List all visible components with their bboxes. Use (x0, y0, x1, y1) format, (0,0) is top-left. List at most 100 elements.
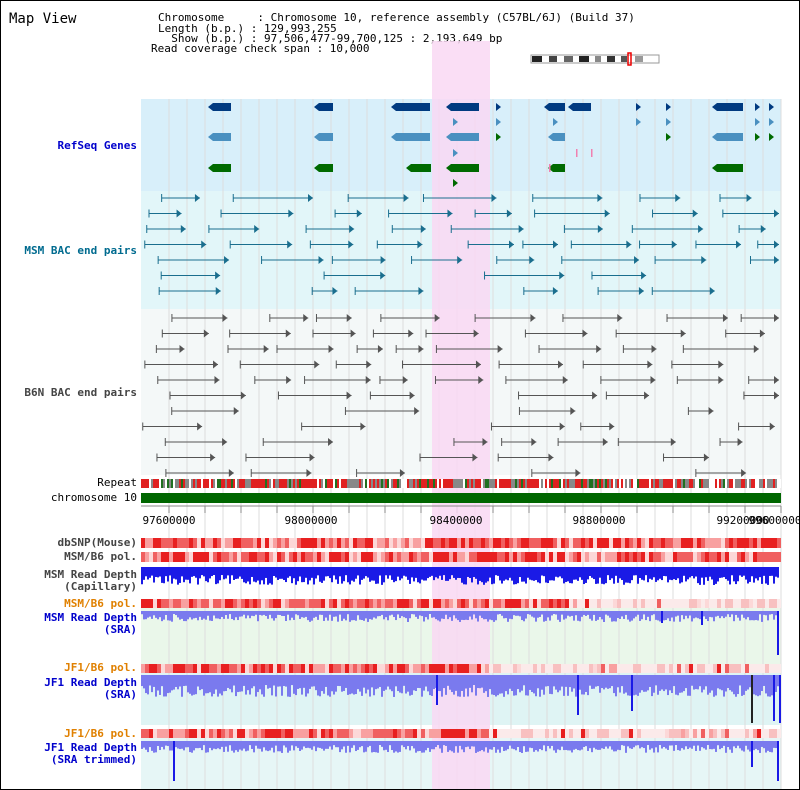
bac-end-arrow (617, 314, 623, 322)
track-label-jf1-depth-sra[interactable]: JF1 Read Depth (44, 676, 137, 689)
msm-read-depth-sra[interactable] (141, 611, 779, 655)
track-label-repeat[interactable]: Repeat (97, 476, 137, 489)
bac-end-arrow (360, 422, 366, 431)
bac-end-arrow (420, 225, 426, 233)
bac-end-arrow (346, 314, 352, 322)
b6n-bac-end-pairs[interactable] (142, 314, 779, 477)
track-label-jf1-pol-1[interactable]: JF1/B6 pol. (64, 661, 137, 674)
bac-end-arrow (332, 287, 338, 295)
bac-end-arrow (718, 376, 724, 384)
track-label-refseq[interactable]: RefSeq Genes (57, 139, 137, 152)
bac-end-arrow (718, 360, 724, 369)
bac-end-arrow (399, 469, 405, 477)
gene-feature (396, 133, 430, 141)
jf1-read-depth-trimmed[interactable] (141, 741, 779, 781)
jf1-b6-pol-track-1[interactable] (141, 664, 781, 673)
bac-end-arrow (670, 438, 676, 446)
gene-arrow (446, 133, 451, 141)
bac-end-arrow (650, 376, 656, 384)
msm-b6-pol-track-1[interactable] (141, 552, 781, 562)
gene-feature (319, 103, 333, 111)
dbsnp-track[interactable] (141, 538, 781, 548)
axis-tick: 98800000 (572, 514, 626, 527)
gene-feature (549, 164, 551, 172)
bac-end-arrow (263, 345, 269, 353)
bac-end-arrow (592, 391, 598, 400)
msm-bac-end-pairs[interactable] (144, 194, 779, 295)
bac-end-arrow (285, 329, 291, 338)
length-info: Length (b.p.) : 129,993,255 (158, 22, 337, 35)
bac-end-arrow (562, 376, 568, 384)
bac-end-arrow (328, 438, 334, 446)
gene-feature (451, 164, 479, 172)
bac-end-arrow (737, 438, 743, 446)
bac-end-arrow (447, 209, 453, 218)
bac-end-arrow (214, 376, 220, 384)
bac-end-arrow (774, 209, 779, 218)
bac-end-arrow (596, 345, 602, 353)
bac-end-arrow (559, 271, 565, 280)
track-label-jf1-pol-2[interactable]: JF1/B6 pol. (64, 727, 137, 740)
msm-b6-pol-track-2[interactable] (141, 599, 781, 608)
track-label-msm-pol-2[interactable]: MSM/B6 pol. (64, 597, 137, 610)
track-label-jf1-depth-trim[interactable]: JF1 Read Depth (44, 741, 137, 754)
bac-end-arrow (759, 329, 765, 338)
bac-end-arrow (409, 391, 415, 400)
bac-end-arrow (402, 376, 408, 384)
bac-end-arrow (597, 194, 603, 202)
bac-end-arrow (215, 287, 221, 295)
gene-feature (717, 103, 743, 111)
gene-arrow (453, 179, 458, 187)
bac-end-arrow (746, 194, 752, 202)
bac-end-arrow (703, 453, 709, 462)
bac-end-arrow (366, 360, 372, 369)
bac-end-arrow (222, 314, 228, 322)
gene-feature (717, 164, 743, 172)
chromosome-bar[interactable] (141, 493, 781, 503)
chromosome-info: Chromosome : Chromosome 10, reference as… (158, 11, 635, 24)
bac-end-arrow (222, 438, 228, 446)
gene-arrow (391, 133, 396, 141)
bac-end-arrow (306, 469, 312, 477)
bac-end-arrow (753, 345, 759, 353)
gene-arrow (496, 133, 501, 141)
gene-arrow (496, 118, 501, 126)
bac-end-arrow (506, 209, 512, 218)
jf1-b6-pol-track-2[interactable] (141, 729, 781, 738)
bac-end-arrow (692, 209, 698, 218)
bac-end-arrow (774, 376, 779, 384)
repeat-track[interactable] (141, 479, 781, 488)
jf1-read-depth-sra[interactable] (141, 675, 781, 723)
track-label-msm-depth-sra-sub: (SRA) (103, 623, 137, 636)
track-label-msm-depth-cap[interactable]: MSM Read Depth (44, 568, 137, 581)
msm-read-depth-capillary[interactable] (141, 567, 779, 585)
bac-end-arrow (213, 360, 219, 369)
bac-end-arrow (531, 438, 537, 446)
track-label-b6n-bac[interactable]: B6N BAC end pairs (24, 386, 137, 399)
depth-spike (631, 675, 633, 711)
bac-end-arrow (760, 225, 766, 233)
gene-arrow (636, 118, 641, 126)
track-label-msm-depth-sra[interactable]: MSM Read Depth (44, 611, 137, 624)
bac-end-arrow (418, 345, 424, 353)
bac-end-arrow (210, 453, 216, 462)
track-label-msm-bac[interactable]: MSM BAC end pairs (24, 244, 137, 257)
refseq-genes[interactable] (208, 103, 774, 187)
window-title: Map View (9, 11, 77, 27)
bac-end-arrow (548, 453, 554, 462)
bac-end-arrow (582, 329, 588, 338)
gene-arrow (712, 133, 717, 141)
chromosome-ideogram[interactable] (530, 52, 660, 66)
gene-arrow (496, 103, 501, 111)
gene-arrow (208, 103, 213, 111)
track-label-chromosome[interactable]: chromosome 10 (50, 491, 137, 504)
gene-feature (591, 149, 593, 157)
track-label-dbsnp[interactable]: dbSNP(Mouse) (57, 536, 137, 549)
track-label-msm-pol-1[interactable]: MSM/B6 pol. (64, 550, 137, 563)
bac-end-arrow (478, 376, 484, 384)
gene-feature (319, 164, 333, 172)
depth-spike (779, 675, 781, 723)
depth-spike (751, 741, 753, 767)
bac-end-arrow (201, 240, 207, 249)
